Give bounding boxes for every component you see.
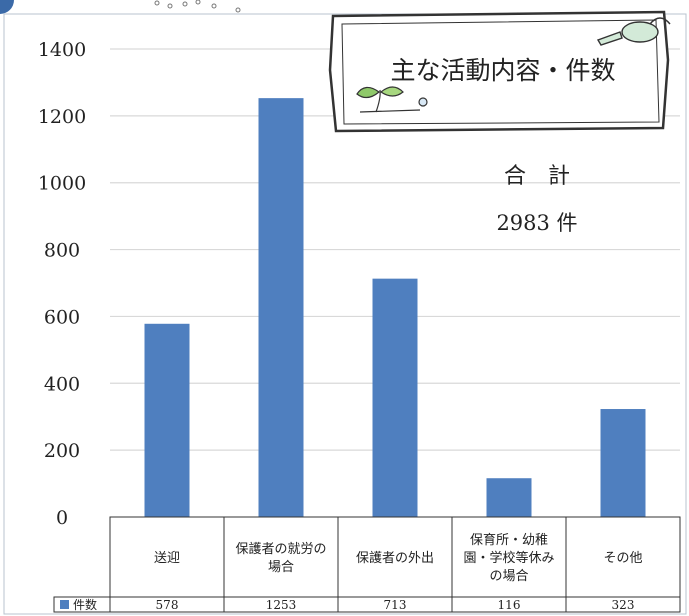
- y-tick-label: 200: [44, 440, 80, 462]
- title-card: 主な活動内容・件数: [328, 10, 671, 133]
- y-tick-label: 1000: [38, 173, 86, 195]
- category-label: 保護者の就労の: [235, 541, 326, 557]
- y-tick-label: 600: [44, 306, 80, 328]
- bars: [144, 98, 646, 517]
- category-label: 場合: [268, 560, 294, 575]
- category-label: 保護者の外出: [356, 550, 434, 566]
- table-header-cell: [223, 516, 339, 598]
- sprout-icon: [356, 86, 428, 113]
- corner-badge-icon: [0, 0, 14, 14]
- data-value-label: 713: [384, 598, 407, 612]
- chart-frame: [3, 13, 687, 615]
- data-value-label: 323: [612, 598, 635, 612]
- bar: [144, 323, 190, 517]
- y-tick-label: 400: [44, 373, 80, 395]
- y-tick-label: 1400: [38, 39, 86, 61]
- y-tick-label: 800: [44, 240, 80, 262]
- gridlines: [110, 48, 680, 451]
- category-label: 保育所・幼稚: [470, 532, 548, 548]
- y-tick-label: 1200: [38, 106, 86, 128]
- y-tick-label: 0: [56, 507, 68, 529]
- category-label: の場合: [489, 569, 528, 584]
- bar: [486, 478, 532, 517]
- droplets-decoration-icon: [154, 0, 241, 13]
- data-value-label: 1253: [266, 598, 297, 612]
- total-value: 2983 件: [496, 211, 577, 235]
- total-label: 合 計: [504, 164, 570, 189]
- table-value-cell: [565, 596, 681, 613]
- category-label: 送迎: [154, 551, 180, 566]
- legend-label: 件数: [73, 597, 97, 612]
- category-label: 園・学校等休み: [463, 550, 554, 566]
- watering-can-icon: [596, 17, 671, 46]
- data-value-label: 578: [156, 598, 179, 612]
- title-card-text: 主な活動内容・件数: [390, 56, 615, 85]
- legend-swatch: [60, 600, 69, 609]
- data-value-label: 116: [498, 598, 521, 612]
- bar: [258, 98, 304, 517]
- y-axis: 0 200 400 600 800 1000 1200 1400: [38, 39, 86, 529]
- bar: [372, 278, 418, 517]
- category-label: その他: [603, 551, 642, 566]
- bar: [600, 409, 646, 517]
